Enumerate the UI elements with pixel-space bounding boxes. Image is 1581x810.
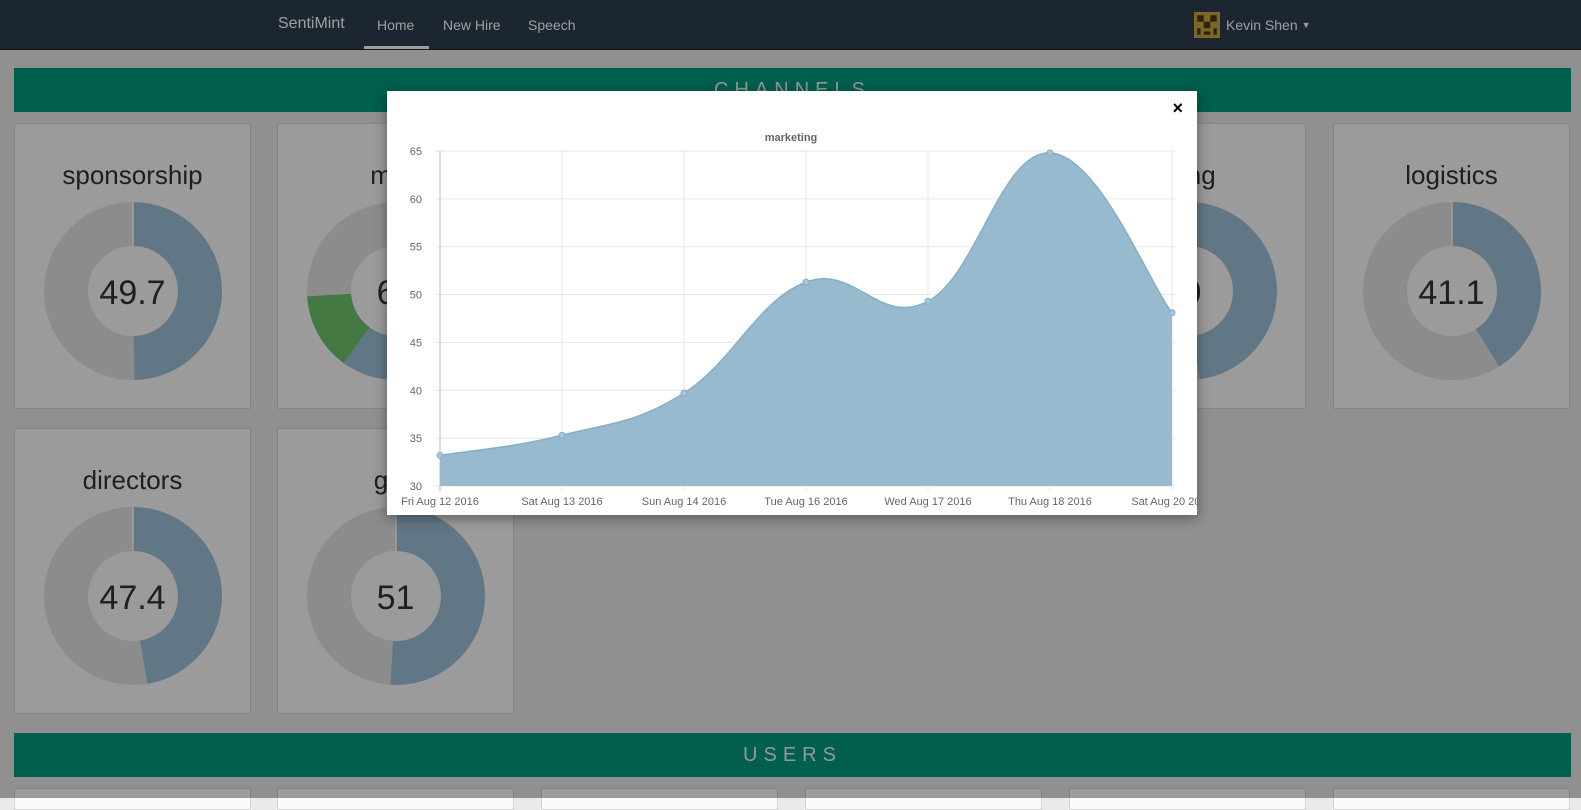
y-tick-label: 50 (410, 290, 422, 302)
users-header: USERS (14, 733, 1571, 777)
data-point (802, 278, 810, 286)
y-tick-label: 35 (410, 433, 422, 445)
active-tab-indicator (364, 46, 429, 49)
x-tick-label: Wed Aug 17 2016 (884, 496, 971, 508)
avatar (1194, 12, 1220, 38)
close-icon[interactable]: × (1172, 98, 1183, 118)
channel-name: logistics (1405, 160, 1498, 190)
channel-card[interactable]: directors 47.4 (14, 428, 251, 714)
x-tick-label: Sat Aug 20 2016 (1131, 496, 1197, 508)
channel-card[interactable]: logistics 41.1 (1333, 123, 1570, 409)
navbar: SentiMint Home New Hire Speech Kevin She… (0, 0, 1581, 50)
channel-score: 51 (376, 579, 415, 617)
sentiment-donut (1363, 202, 1541, 380)
user-menu[interactable]: Kevin Shen ▼ (1194, 12, 1311, 38)
nav-speech[interactable]: Speech (528, 17, 576, 33)
data-point (558, 431, 566, 439)
series-area (440, 152, 1172, 487)
x-tick-label: Sun Aug 14 2016 (642, 496, 726, 508)
sentiment-donut (44, 507, 222, 685)
channel-score: 47.4 (99, 579, 166, 617)
channel-name: sponsorship (62, 160, 203, 190)
user-name: Kevin Shen (1226, 17, 1298, 33)
x-tick-label: Fri Aug 12 2016 (401, 496, 479, 508)
data-point (680, 389, 688, 397)
nav-home[interactable]: Home (377, 17, 415, 33)
data-point (1168, 309, 1176, 317)
data-point (1046, 149, 1054, 157)
caret-down-icon: ▼ (1301, 20, 1311, 30)
y-tick-label: 65 (410, 146, 422, 158)
sentiment-donut (44, 202, 222, 380)
brand-logo[interactable]: SentiMint (278, 15, 345, 32)
channel-name: directors (82, 465, 183, 495)
area-chart: marketing 65 60 55 50 45 40 35 30 Fri Aug 12 20… (401, 132, 1197, 508)
y-tick-label: 55 (410, 242, 422, 254)
y-tick-label: 60 (410, 194, 422, 206)
y-tick-label: 40 (410, 385, 422, 397)
x-tick-label: Tue Aug 16 2016 (764, 496, 847, 508)
data-point (436, 451, 444, 459)
x-tick-label: Sat Aug 13 2016 (521, 496, 602, 508)
channel-score: 49.7 (99, 274, 166, 312)
channel-score: 41.1 (1418, 274, 1485, 312)
data-point (924, 297, 932, 305)
x-tick-label: Thu Aug 18 2016 (1008, 496, 1092, 508)
chart-title: marketing (765, 132, 818, 144)
y-tick-label: 45 (410, 337, 422, 349)
y-tick-label: 30 (410, 481, 422, 493)
chart-modal: × marketing 65 60 55 50 45 40 35 30 Fri Aug 12 … (387, 91, 1197, 515)
channel-card[interactable]: sponsorship 49.7 (14, 123, 251, 409)
nav-new-hire[interactable]: New Hire (443, 17, 501, 33)
